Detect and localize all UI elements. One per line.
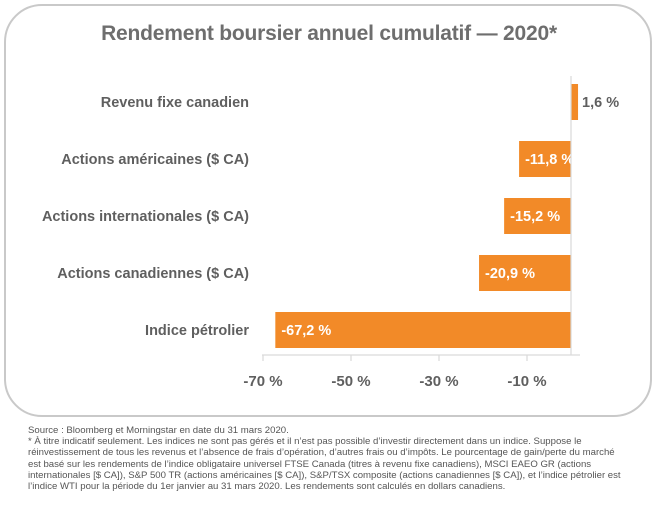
category-label: Actions américaines ($ CA) bbox=[61, 152, 249, 168]
labels-layer: Revenu fixe canadien 1,6 % Actions américa… bbox=[42, 95, 619, 339]
bar bbox=[519, 141, 571, 177]
x-tick-label: -50 % bbox=[331, 373, 370, 390]
chart-title: Rendement boursier annuel cumulatif — 20… bbox=[101, 22, 557, 45]
data-label: 1,6 % bbox=[582, 95, 619, 111]
footnote-source: Source : Bloomberg et Morningstar en dat… bbox=[28, 425, 289, 436]
data-label: -20,9 % bbox=[485, 266, 535, 282]
footnote: Source : Bloomberg et Morningstar en dat… bbox=[28, 425, 628, 492]
category-label: Revenu fixe canadien bbox=[101, 95, 249, 111]
x-tick-label: -30 % bbox=[419, 373, 458, 390]
x-tick-label: -10 % bbox=[507, 373, 546, 390]
data-label: -15,2 % bbox=[510, 209, 560, 225]
bars-layer bbox=[275, 84, 579, 348]
category-label: Actions canadiennes ($ CA) bbox=[57, 266, 249, 282]
axis-layer: -70 % -50 % -30 % -10 % bbox=[243, 76, 580, 390]
x-tick-label: -70 % bbox=[243, 373, 282, 390]
bar bbox=[275, 312, 571, 348]
data-label: -67,2 % bbox=[281, 323, 331, 339]
footnote-text: * À titre indicatif seulement. Les indic… bbox=[28, 436, 621, 493]
category-label: Indice pétrolier bbox=[145, 323, 249, 339]
data-label: -11,8 % bbox=[525, 152, 574, 168]
category-label: Actions internationales ($ CA) bbox=[42, 209, 249, 225]
bar bbox=[504, 198, 571, 234]
bar bbox=[479, 255, 571, 291]
bar bbox=[571, 84, 579, 120]
